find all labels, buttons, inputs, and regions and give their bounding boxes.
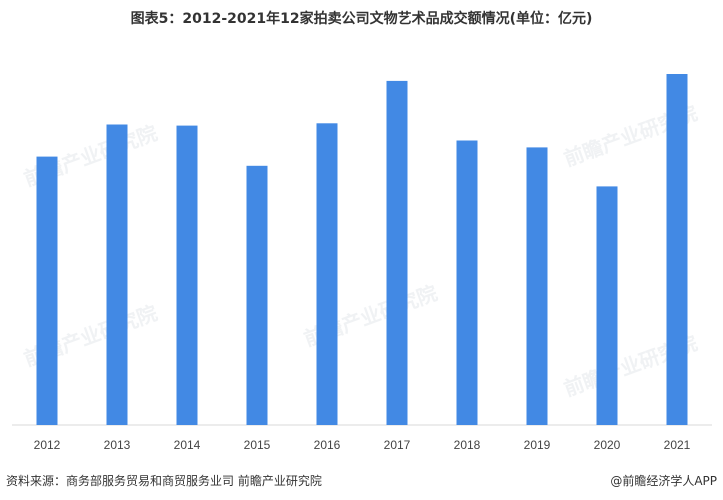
brand-label: @前瞻经济学人APP — [610, 474, 717, 488]
x-tick-label: 2021 — [664, 438, 691, 452]
source-note: 资料来源：商务部服务贸易和商贸服务业司 前瞻产业研究院 — [6, 474, 322, 488]
bar-2017 — [386, 80, 408, 426]
bar-2019 — [526, 147, 548, 425]
bar-2020 — [596, 186, 618, 425]
x-tick-label: 2016 — [314, 438, 341, 452]
x-tick-label: 2015 — [244, 438, 271, 452]
x-tick-label: 2013 — [104, 438, 131, 452]
x-tick-label: 2018 — [454, 438, 481, 452]
x-tick-label: 2019 — [524, 438, 551, 452]
bar-2016 — [316, 123, 338, 426]
bar-chart: 2012 2013 2014 2015 2016 2017 2018 2019 2020 2021 — [12, 74, 712, 452]
x-tick-label: 2017 — [384, 438, 411, 452]
x-tick-label: 2020 — [594, 438, 621, 452]
chart-title: 图表5：2012-2021年12家拍卖公司文物艺术品成交额情况(单位：亿元) — [130, 11, 593, 27]
bar-2021 — [666, 74, 688, 425]
x-tick-label: 2012 — [34, 438, 61, 452]
bar-2013 — [106, 124, 128, 425]
bar-2014 — [176, 125, 198, 425]
bar-2015 — [246, 165, 268, 426]
bar-2018 — [456, 140, 478, 425]
x-tick-label: 2014 — [174, 438, 201, 452]
bar-2012 — [36, 156, 58, 425]
